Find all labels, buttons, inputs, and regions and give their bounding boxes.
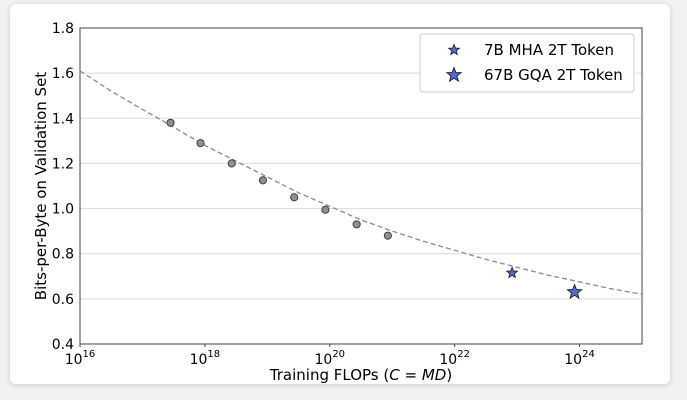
legend: 7B MHA 2T Token 67B GQA 2T Token xyxy=(419,33,635,93)
x-tick-base: 10 xyxy=(190,352,208,368)
x-tick-labels: 1016 1018 1020 1022 1024 xyxy=(65,344,595,368)
y-tick-label: 1.4 xyxy=(52,111,74,127)
y-tick-label: 1.6 xyxy=(52,66,74,82)
star-point-67b xyxy=(566,283,583,300)
star-point-7b xyxy=(505,266,519,279)
x-tick-base: 10 xyxy=(314,352,332,368)
x-tick-exponent: 18 xyxy=(207,349,220,360)
scatter-point xyxy=(196,139,205,148)
legend-label: 7B MHA 2T Token xyxy=(484,41,614,59)
x-axis-label-prefix: Training FLOPs ( xyxy=(269,366,389,384)
plot-frame xyxy=(79,27,643,345)
scatter-point xyxy=(227,159,236,168)
scatter-point xyxy=(352,220,361,229)
y-tick-label: 1.8 xyxy=(52,21,74,37)
x-tick-base: 10 xyxy=(65,352,83,368)
x-tick-exponent: 16 xyxy=(83,349,96,360)
x-tick-exponent: 24 xyxy=(582,349,595,360)
x-axis-label-suffix: ) xyxy=(446,366,452,384)
x-tick-label: 1016 xyxy=(65,349,96,368)
x-tick-base: 10 xyxy=(439,352,457,368)
legend-label: 67B GQA 2T Token xyxy=(484,66,623,84)
scatter-point xyxy=(321,205,330,214)
legend-box xyxy=(419,33,635,93)
x-tick-label: 1024 xyxy=(564,349,595,368)
y-tick-label: 0.4 xyxy=(52,337,74,353)
y-tick-label: 0.6 xyxy=(52,292,74,308)
x-axis-label-var-md: MD xyxy=(422,366,447,384)
x-tick-label: 1018 xyxy=(190,349,221,368)
y-tick-label: 1.0 xyxy=(52,202,74,218)
scatter-point xyxy=(290,193,299,202)
legend-marker xyxy=(445,66,463,83)
x-axis-label-var-c: C xyxy=(389,366,400,384)
scatter-point xyxy=(166,118,175,127)
x-axis-label-eq: = xyxy=(400,366,422,384)
x-tick-exponent: 22 xyxy=(457,349,470,360)
y-tick-label: 1.2 xyxy=(52,156,74,172)
x-tick-exponent: 20 xyxy=(332,349,345,360)
legend-items: 7B MHA 2T Token 67B GQA 2T Token xyxy=(445,41,623,84)
y-axis-label: Bits-per-Byte on Validation Set xyxy=(32,72,50,300)
y-tick-labels: 0.4 0.6 0.8 1.0 1.2 1.4 1.6 1.8 xyxy=(52,21,74,353)
x-axis-label: Training FLOPs (C = MD) xyxy=(269,366,452,384)
data-points xyxy=(166,118,583,300)
x-tick-label: 1020 xyxy=(314,349,345,368)
fit-curve xyxy=(79,70,643,295)
scatter-point xyxy=(383,231,392,240)
x-tick-label: 1022 xyxy=(439,349,470,368)
scatter-point xyxy=(258,176,268,185)
x-tick-base: 10 xyxy=(564,352,582,368)
legend-marker xyxy=(447,43,461,56)
y-tick-label: 0.8 xyxy=(52,247,74,263)
fit-curve-group xyxy=(79,70,643,295)
